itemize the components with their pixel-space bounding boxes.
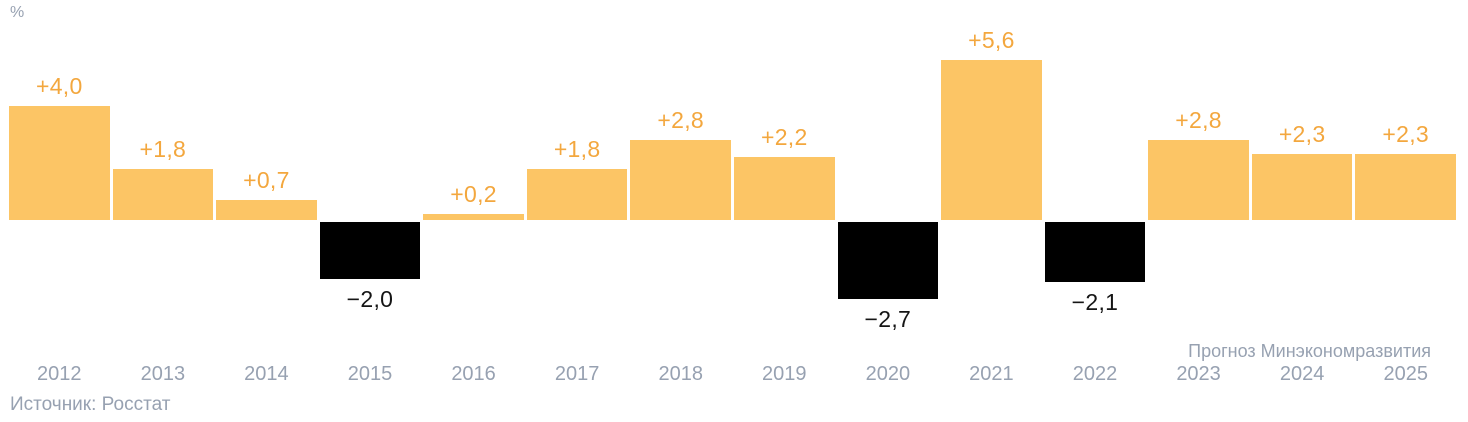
bar-2020: [837, 222, 939, 300]
x-axis-label-2020: 2020: [865, 363, 911, 385]
bar-value-label-2016: +0,2: [450, 181, 497, 208]
x-axis-label-2012: 2012: [37, 363, 82, 385]
bar-value-label-2018: +2,8: [657, 106, 704, 133]
bar-value-label-2019: +2,2: [760, 124, 808, 151]
forecast-annotation: Прогноз Минэкономразвития: [1188, 341, 1431, 361]
bar-2018: [630, 139, 731, 220]
x-axis-label-2013: 2013: [140, 363, 186, 385]
x-axis-label-2016: 2016: [451, 363, 496, 385]
x-axis-label-2015: 2015: [347, 363, 393, 385]
bar-value-label-2024: +2,3: [1278, 121, 1326, 148]
x-axis-label-2019: 2019: [762, 363, 807, 385]
bar-2013: [112, 168, 214, 220]
bar-value-label-2012: +4,0: [35, 72, 83, 99]
bar-2017: [526, 168, 628, 220]
bar-2024: [1251, 154, 1353, 220]
x-axis-label-2023: 2023: [1176, 363, 1221, 385]
bar-2021: [941, 59, 1042, 220]
bar-2025: [1355, 154, 1456, 220]
bar-value-label-2017: +1,8: [553, 135, 601, 162]
bar-2019: [734, 157, 835, 220]
source-note: Источник: Росстат: [10, 394, 171, 415]
bar-2023: [1148, 139, 1249, 220]
bar-value-label-2020: −2,7: [864, 306, 912, 333]
bar-value-label-2013: +1,8: [139, 135, 187, 162]
x-axis-label-2022: 2022: [1072, 363, 1118, 385]
bar-2022: [1044, 222, 1146, 283]
x-axis-label-2021: 2021: [969, 363, 1014, 385]
x-axis-label-2014: 2014: [244, 363, 289, 385]
bar-2014: [216, 199, 317, 220]
y-axis-unit-label: %: [10, 4, 25, 21]
bar-value-label-2025: +2,3: [1382, 121, 1429, 148]
x-axis-label-2025: 2025: [1383, 363, 1428, 385]
x-axis-label-2017: 2017: [554, 363, 600, 385]
bar-value-label-2014: +0,7: [243, 166, 290, 193]
bar-value-label-2022: −2,1: [1071, 289, 1119, 316]
bar-value-label-2023: +2,8: [1175, 106, 1222, 133]
bar-value-label-2015: −2,0: [346, 286, 394, 313]
x-axis-label-2018: 2018: [658, 363, 703, 385]
bar-2016: [423, 214, 524, 220]
bar-value-label-2021: +5,6: [968, 26, 1015, 53]
bar-2015: [319, 222, 421, 280]
bar-2012: [9, 105, 110, 220]
x-axis-label-2024: 2024: [1279, 363, 1325, 385]
